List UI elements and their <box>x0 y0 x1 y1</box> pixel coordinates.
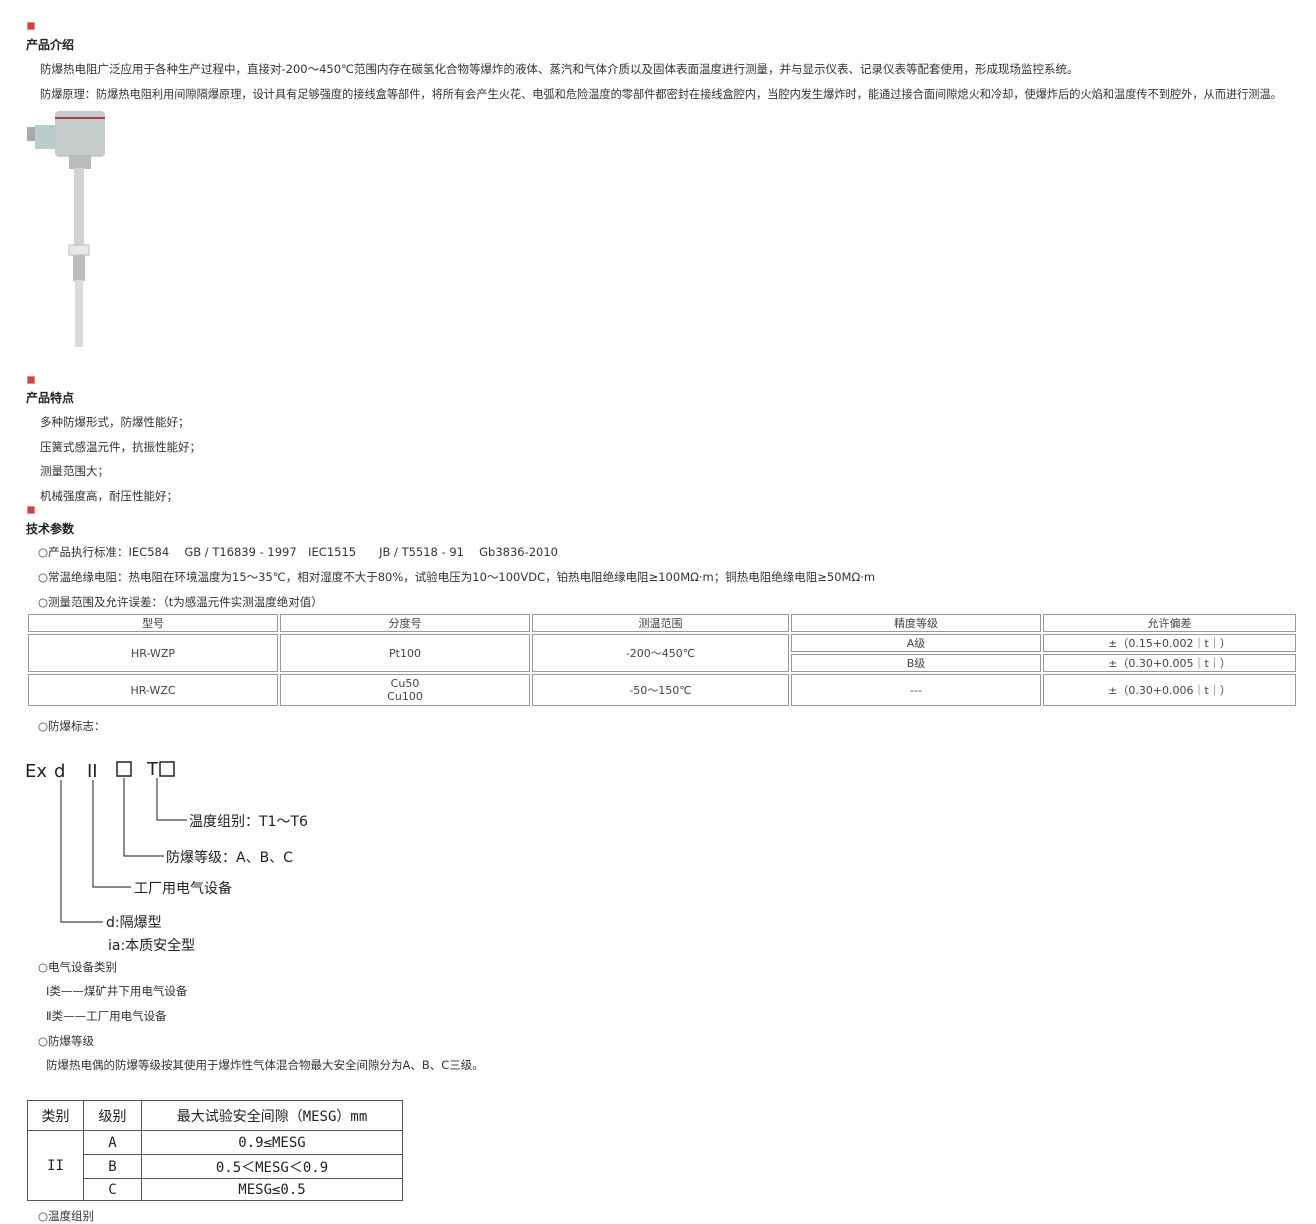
intro-paragraph: 防爆原理：防爆热电阻利用间隙隔爆原理，设计具有足够强度的接线盒等部件，将所有会产… <box>40 88 1282 101</box>
category-title: ○电气设备类别 <box>38 960 118 974</box>
spec-table: 型号 分度号 测温范围 精度等级 允许偏差 HR-WZP Pt100 -200～… <box>26 612 1298 708</box>
class-cell: II <box>27 1130 84 1201</box>
mesg-table: 类别 级别 最大试验安全间隙（MESG）mm II A 0.9≤MESG B 0… <box>27 1100 403 1201</box>
grade-title: ○防爆等级 <box>38 1034 95 1048</box>
level-cell: B <box>83 1154 142 1179</box>
header-cell: 级别 <box>83 1100 142 1131</box>
mesg-cell: 0.9≤MESG <box>141 1130 403 1155</box>
ex-mark-label: ○防爆标志： <box>38 719 106 733</box>
deviation-cell: ±（0.15+0.002｜t｜） <box>1043 634 1296 652</box>
section-marker-icon <box>27 22 35 30</box>
temp-group-text: 温度组别：T1～T6 <box>189 814 308 830</box>
index-cell: Cu50 Cu100 <box>280 674 530 706</box>
factory-text: 工厂用电气设备 <box>134 880 232 897</box>
header-cell: 允许偏差 <box>1043 614 1296 632</box>
intro-title: 产品介绍 <box>26 38 75 52</box>
feature-item: 测量范围大； <box>40 464 109 478</box>
ex-mark-diagram: Ex d II T 温度组别：T1～T6 防爆等级：A、B、C 工厂用电气设备 … <box>25 759 308 954</box>
index-cell: Pt100 <box>280 634 530 672</box>
d-type-text: d:隔爆型 <box>106 915 162 931</box>
category-item: Ⅰ类——煤矿井下用电气设备 <box>46 984 188 998</box>
deviation-cell: ±（0.30+0.005｜t｜） <box>1043 654 1296 672</box>
mesg-cell: 0.5＜MESG＜0.9 <box>141 1154 403 1179</box>
tech-title: 技术参数 <box>26 522 75 536</box>
features-title: 产品特点 <box>26 391 75 405</box>
product-image <box>27 111 105 347</box>
header-cell: 精度等级 <box>791 614 1041 632</box>
tech-item: ○常温绝缘电阻：热电阻在环境温度为15～35℃，相对湿度不大于80%，试验电压为… <box>38 570 876 584</box>
level-cell: A <box>83 1130 142 1155</box>
grade-text: 防爆热电偶的防爆等级按其使用于爆炸性气体混合物最大安全间隙分为A、B、C三级。 <box>46 1058 484 1072</box>
range-cell: -200～450℃ <box>532 634 789 672</box>
grade-cell: --- <box>791 674 1041 706</box>
header-cell: 测温范围 <box>532 614 789 632</box>
level-cell: C <box>83 1178 142 1201</box>
tech-item: ○产品执行标准：IEC584 GB / T16839 - 1997 IEC151… <box>38 545 559 559</box>
t-text: T <box>146 759 159 780</box>
deviation-cell: ±（0.30+0.006｜t｜） <box>1043 674 1296 706</box>
intro-paragraph: 防爆热电阻广泛应用于各种生产过程中，直接对-200～450℃范围内存在碳氢化合物… <box>40 62 1079 76</box>
feature-item: 压簧式感温元件，抗振性能好； <box>40 440 201 454</box>
grade-cell: B级 <box>791 654 1041 672</box>
index-value: Cu50 <box>390 677 420 690</box>
header-cell: 最大试验安全间隙（MESG）mm <box>141 1100 403 1131</box>
feature-item: 机械强度高，耐压性能好； <box>40 489 178 503</box>
mesg-cell: MESG≤0.5 <box>141 1178 403 1201</box>
range-cell: -50～150℃ <box>532 674 789 706</box>
ii-text: II <box>87 761 98 782</box>
grade-cell: A级 <box>791 634 1041 652</box>
feature-item: 多种防爆形式，防爆性能好； <box>40 415 190 429</box>
category-item: Ⅱ类——工厂用电气设备 <box>46 1009 167 1023</box>
header-cell: 型号 <box>28 614 278 632</box>
section-marker-icon <box>27 376 35 384</box>
model-cell: HR-WZC <box>28 674 278 706</box>
level-text: 防爆等级：A、B、C <box>166 849 293 866</box>
header-cell: 分度号 <box>280 614 530 632</box>
d-text: d <box>54 761 65 782</box>
temp-group-label: ○温度组别 <box>38 1209 95 1223</box>
section-marker-icon <box>27 506 35 514</box>
ex-text: Ex <box>25 761 47 782</box>
model-cell: HR-WZP <box>28 634 278 672</box>
index-value: Cu100 <box>387 690 423 703</box>
tech-item: ○测量范围及允许误差：（t为感温元件实测温度绝对值） <box>38 595 323 609</box>
ia-type-text: ia:本质安全型 <box>108 937 195 954</box>
header-cell: 类别 <box>27 1100 84 1131</box>
